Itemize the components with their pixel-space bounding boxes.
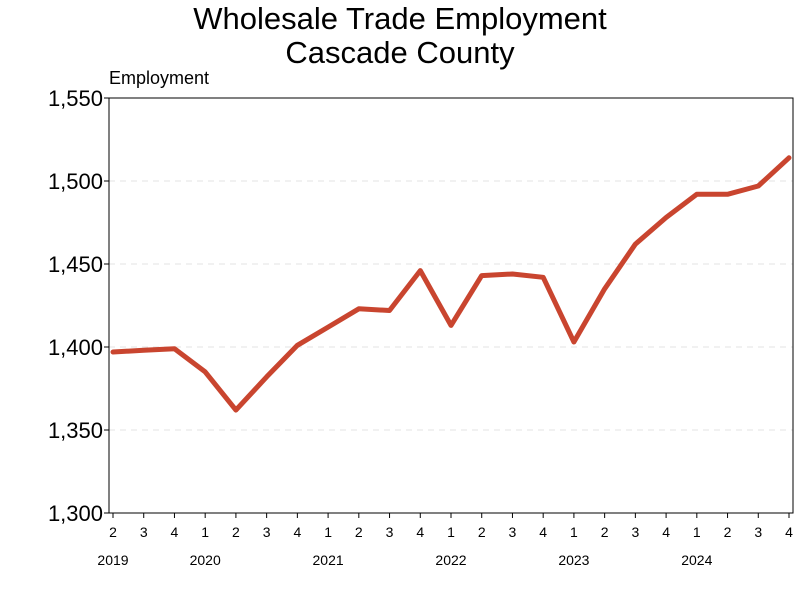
x-tick-label: 4: [539, 524, 547, 540]
x-tick-label: 4: [171, 524, 179, 540]
x-tick-label: 1: [201, 524, 209, 540]
x-tick-label: 2: [232, 524, 240, 540]
x-tick-label: 3: [386, 524, 394, 540]
plot-area-frame: [108, 97, 794, 514]
x-axis: 2 3 4 1 2 3 4 1 2 3 4 1 2 3 4 1 2 3 4 1 2 3 4 2019 2020 2021 2022 2…: [97, 513, 793, 568]
x-tick-label: 2: [478, 524, 486, 540]
y-axis-label: Employment: [109, 68, 210, 88]
x-tick-label: 2: [355, 524, 363, 540]
x-tick-label: 2: [601, 524, 609, 540]
x-tick-label: 3: [140, 524, 148, 540]
x-tick-label: 3: [263, 524, 271, 540]
x-tick-label: 4: [785, 524, 793, 540]
x-tick-label: 1: [324, 524, 332, 540]
x-year-label: 2019: [97, 552, 128, 568]
x-year-label: 2022: [435, 552, 466, 568]
x-tick-label: 2: [109, 524, 117, 540]
x-year-label: 2021: [313, 552, 344, 568]
x-tick-label: 1: [693, 524, 701, 540]
x-tick-label: 2: [724, 524, 732, 540]
x-year-label: 2023: [558, 552, 589, 568]
x-tick-label: 3: [509, 524, 517, 540]
series-layer: [110, 155, 792, 413]
chart-title-line-1: Wholesale Trade Employment: [193, 1, 607, 36]
y-tick-label: 1,500: [48, 169, 103, 194]
x-tick-label: 4: [293, 524, 301, 540]
x-year-label: 2024: [681, 552, 712, 568]
y-tick-label: 1,550: [48, 86, 103, 111]
x-tick-label: 1: [447, 524, 455, 540]
x-tick-label: 1: [570, 524, 578, 540]
x-tick-label: 4: [662, 524, 670, 540]
chart-title: Wholesale Trade Employment Cascade Count…: [0, 0, 800, 70]
series-line: [110, 155, 792, 413]
x-tick-label: 3: [754, 524, 762, 540]
y-tick-label: 1,400: [48, 335, 103, 360]
y-tick-label: 1,300: [48, 501, 103, 526]
x-tick-label: 4: [416, 524, 424, 540]
y-tick-label: 1,350: [48, 418, 103, 443]
x-tick-label: 3: [631, 524, 639, 540]
x-year-label: 2020: [190, 552, 221, 568]
y-tick-label: 1,450: [48, 252, 103, 277]
y-axis: 1,300 1,350 1,400 1,450 1,500 1,550: [48, 86, 109, 526]
chart-title-line-2: Cascade County: [285, 35, 515, 70]
